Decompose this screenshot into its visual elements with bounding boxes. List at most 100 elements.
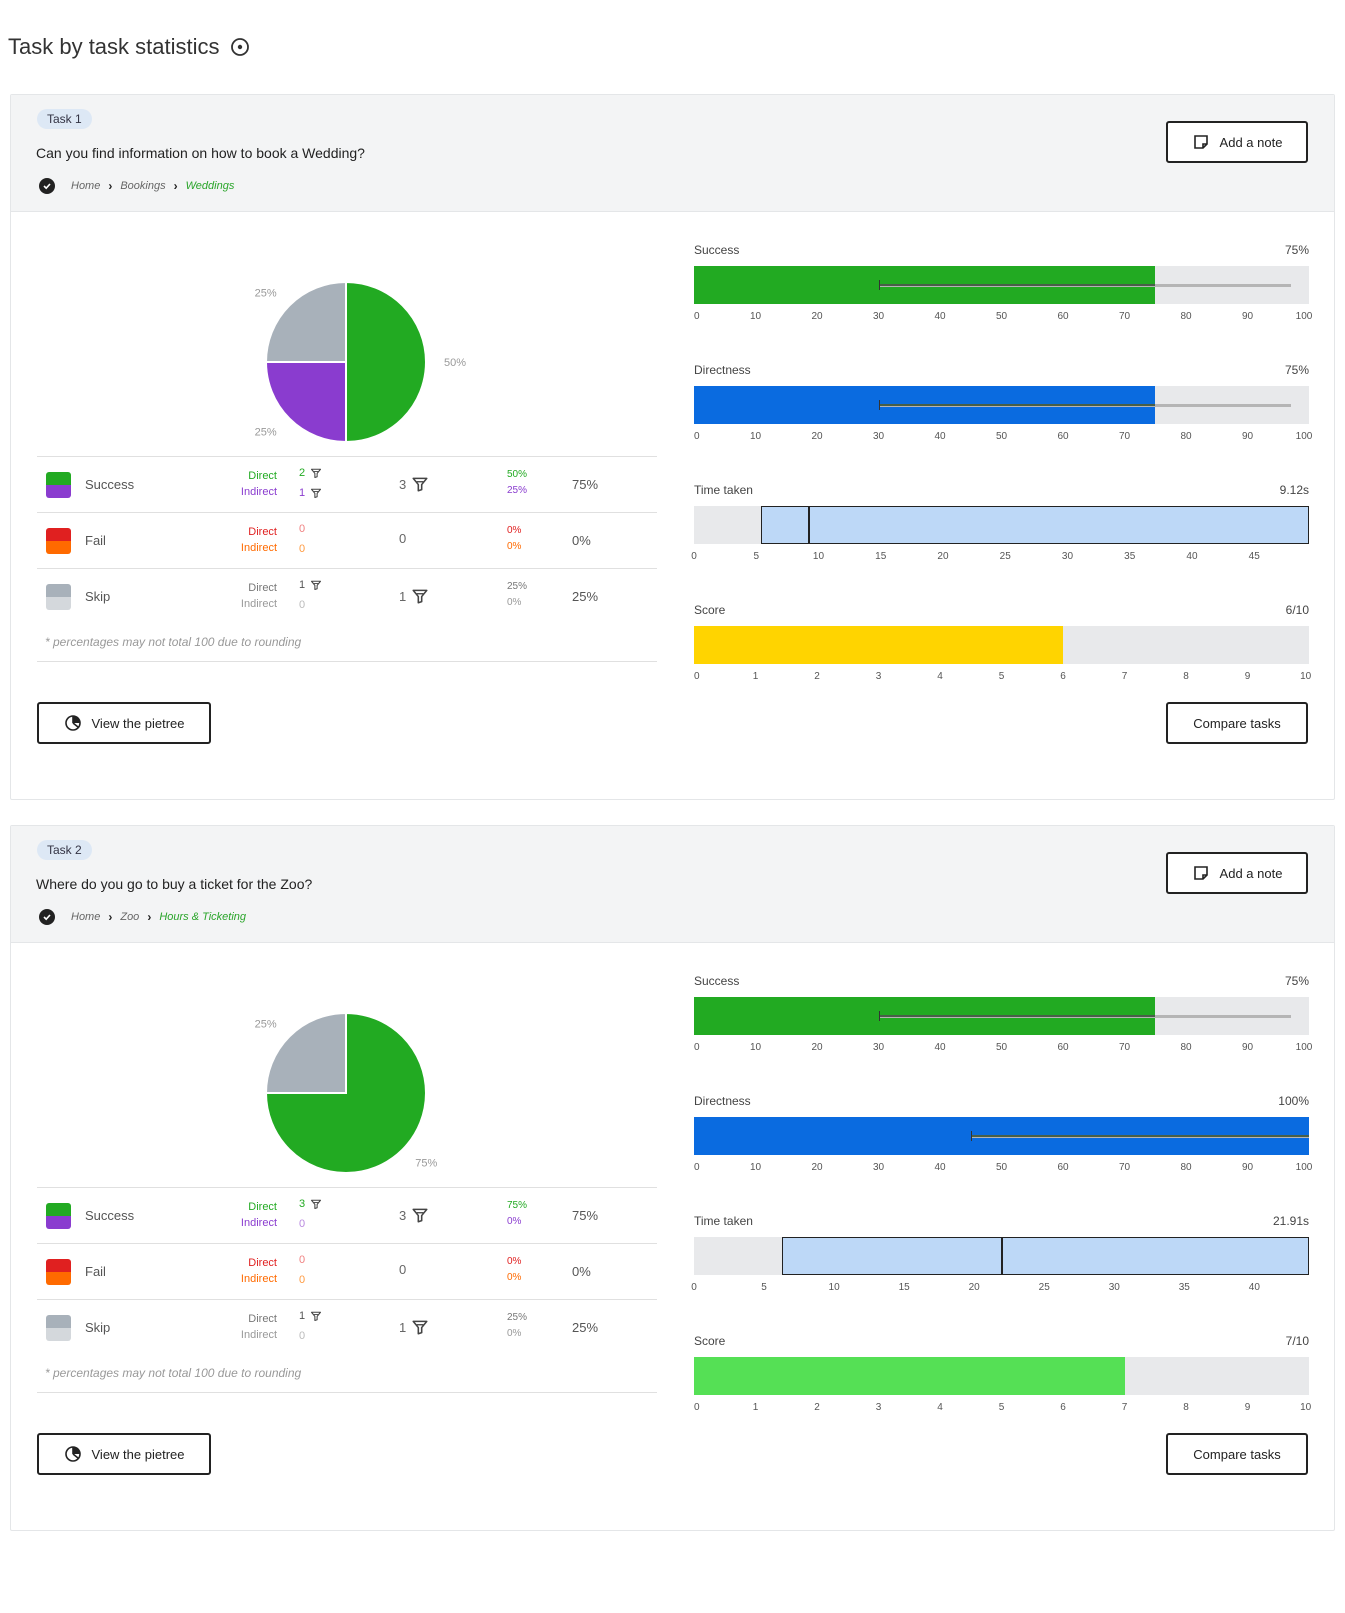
metric-ticks: 0 10 20 30 40 50 60 70 80 90 100	[694, 1042, 1312, 1056]
tick-label: 30	[1108, 1282, 1120, 1293]
filter-icon[interactable]	[310, 579, 322, 591]
indirect-percent: 0%	[507, 541, 522, 552]
breadcrumb-item[interactable]: Home	[71, 911, 101, 923]
breadcrumb-item[interactable]: Hours & Ticketing	[159, 911, 247, 923]
metric-success: Success 75% 0 10 20 30 40 50 60 70 80 90 100	[694, 243, 1312, 333]
filter-icon[interactable]	[411, 1206, 429, 1224]
direct-label: Direct	[248, 1201, 277, 1213]
tick-label: 3	[875, 1402, 882, 1413]
result-swatch	[46, 1203, 71, 1229]
page-title-text: Task by task statistics	[8, 34, 220, 59]
breadcrumb-item[interactable]: Home	[71, 180, 101, 192]
tick-label: 0	[694, 1402, 700, 1413]
tick-label: 50	[995, 1042, 1008, 1053]
compare-tasks-button[interactable]: Compare tasks	[1166, 1433, 1308, 1475]
tick-label: 20	[937, 551, 949, 562]
metric-label: Score	[694, 1334, 726, 1348]
add-note-button[interactable]: Add a note	[1166, 852, 1308, 894]
tick-label: 20	[811, 311, 823, 322]
result-label: Fail	[85, 533, 106, 548]
breadcrumb-item[interactable]: Bookings	[120, 180, 166, 192]
direct-percent: 75%	[507, 1200, 528, 1211]
tick-label: 35	[1124, 551, 1136, 562]
compare-tasks-label: Compare tasks	[1193, 715, 1281, 731]
total-count: 3	[399, 1206, 429, 1224]
result-row-success: Success Direct Indirect 3 0 3 75% 0% 75%	[37, 1187, 657, 1243]
tick-label: 40	[1248, 1282, 1260, 1293]
add-note-button[interactable]: Add a note	[1166, 121, 1308, 163]
total-count-value: 3	[399, 476, 407, 492]
tick-label: 9	[1244, 1402, 1251, 1413]
pie-slice[interactable]	[264, 1011, 347, 1094]
metric-label: Success	[694, 243, 740, 257]
time-range-box	[782, 1237, 1309, 1275]
filter-icon[interactable]	[310, 1198, 322, 1210]
tick-label: 1	[752, 1402, 759, 1413]
indirect-count-value: 0	[299, 1218, 306, 1230]
tick-label: 4	[937, 1402, 943, 1413]
direct-count: 0	[299, 1254, 305, 1266]
total-count: 1	[399, 1318, 429, 1336]
overall-percent: 0%	[572, 1264, 591, 1279]
view-pietree-button[interactable]: View the pietree	[37, 1433, 211, 1475]
result-row-fail: Fail Direct Indirect 0 0 0 0% 0% 0%	[37, 512, 657, 568]
pie-slice[interactable]	[264, 361, 347, 444]
tick-label: 90	[1241, 311, 1254, 322]
filter-icon[interactable]	[310, 487, 322, 499]
breadcrumb-item[interactable]: Weddings	[185, 180, 235, 192]
metric-success: Success 75% 0 10 20 30 40 50 60 70 80 90 100	[694, 974, 1312, 1064]
filter-icon[interactable]	[411, 587, 429, 605]
indirect-count: 0	[299, 543, 305, 555]
task-badge: Task 1	[37, 109, 92, 129]
tick-label: 20	[811, 1162, 823, 1173]
indirect-count: 0	[299, 1274, 305, 1286]
filter-icon[interactable]	[411, 1318, 429, 1336]
metric-label: Score	[694, 603, 726, 617]
indirect-percent: 25%	[507, 485, 528, 496]
overall-percent: 75%	[572, 1208, 599, 1223]
tick-label: 30	[872, 1162, 885, 1173]
results-table: Success Direct Indirect 2 1 3 50% 25% 75…	[37, 456, 657, 624]
pie-slice[interactable]	[264, 280, 347, 363]
tick-label: 8	[1183, 671, 1189, 682]
total-count: 0	[399, 1262, 406, 1277]
pie-slice-label: 75%	[415, 1157, 437, 1169]
tick-label: 0	[694, 431, 700, 442]
tick-label: 30	[872, 1042, 885, 1053]
breadcrumb-item[interactable]: Zoo	[120, 911, 140, 923]
indirect-count: 0	[299, 599, 305, 611]
direct-label: Direct	[248, 1313, 277, 1325]
tick-label: 2	[814, 1402, 820, 1413]
total-count: 1	[399, 587, 429, 605]
time-median-marker	[1000, 1237, 1003, 1275]
metric-label: Success	[694, 974, 740, 988]
tick-label: 100	[1295, 431, 1313, 442]
tick-label: 70	[1118, 1162, 1131, 1173]
direct-count-value: 2	[299, 467, 306, 479]
tick-label: 3	[875, 671, 882, 682]
filter-icon[interactable]	[411, 475, 429, 493]
view-pietree-label: View the pietree	[91, 715, 185, 731]
indirect-count-value: 0	[299, 599, 306, 611]
metric-track	[694, 386, 1309, 424]
check-circle-icon	[39, 909, 55, 925]
pie-slice[interactable]	[345, 280, 427, 444]
metric-ticks: 0 1 2 3 4 5 6 7 8 9 10	[694, 1402, 1311, 1416]
indirect-percent: 0%	[507, 1328, 522, 1339]
indirect-count-value: 0	[299, 1274, 306, 1286]
filter-icon[interactable]	[310, 467, 322, 479]
tick-label: 40	[934, 1042, 946, 1053]
filter-icon[interactable]	[310, 1310, 322, 1322]
tick-label: 5	[753, 551, 760, 562]
info-icon[interactable]	[230, 37, 250, 57]
direct-count: 0	[299, 523, 305, 535]
total-count-value: 3	[399, 1207, 407, 1223]
time-range-box	[761, 506, 1309, 544]
tick-label: 40	[934, 1162, 946, 1173]
footnote: * percentages may not total 100 due to r…	[45, 635, 302, 649]
tick-label: 0	[691, 1282, 697, 1293]
compare-tasks-button[interactable]: Compare tasks	[1166, 702, 1308, 744]
time-median-marker	[807, 506, 810, 544]
direct-count: 3	[299, 1198, 322, 1210]
view-pietree-button[interactable]: View the pietree	[37, 702, 211, 744]
